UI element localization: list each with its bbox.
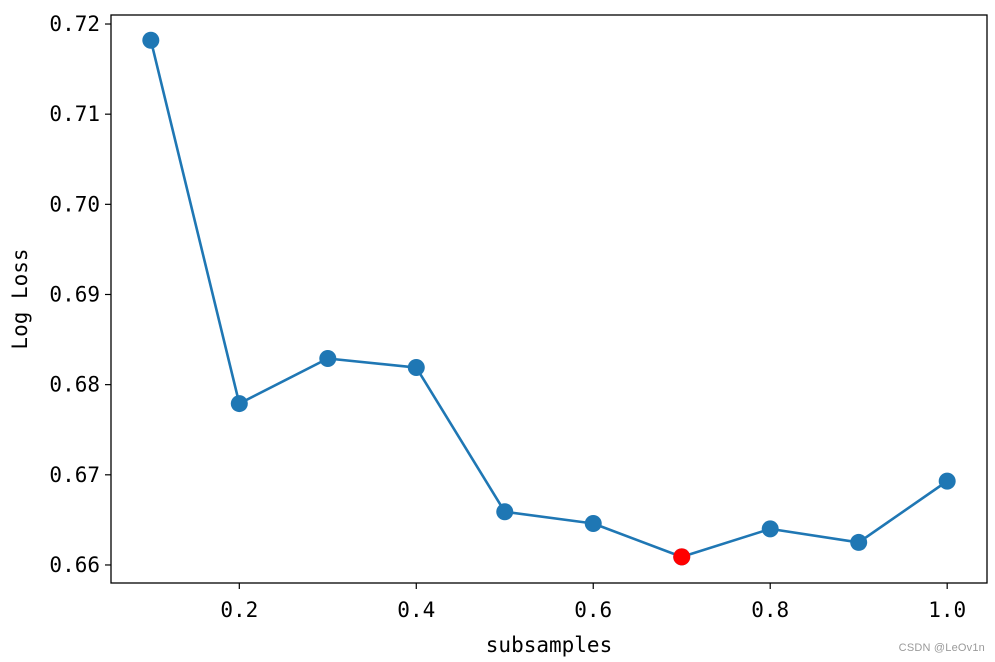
data-point bbox=[319, 350, 337, 368]
plot-area-frame bbox=[110, 14, 988, 584]
y-tick-label: 0.69 bbox=[49, 282, 100, 306]
data-point bbox=[584, 514, 602, 532]
x-axis-label: subsamples bbox=[486, 633, 612, 657]
y-tick-label: 0.71 bbox=[49, 102, 100, 126]
y-tick-label: 0.66 bbox=[49, 553, 100, 577]
series-line bbox=[149, 39, 948, 559]
y-tick-label: 0.70 bbox=[49, 192, 100, 216]
data-point bbox=[850, 533, 868, 551]
x-tick-label: 0.2 bbox=[220, 598, 258, 622]
highlight-point bbox=[673, 548, 691, 566]
x-tick-label: 0.6 bbox=[574, 598, 612, 622]
series-layer bbox=[142, 31, 956, 566]
data-point bbox=[142, 31, 160, 49]
x-tick-label: 1.0 bbox=[928, 598, 966, 622]
data-point bbox=[496, 503, 514, 521]
x-tick-label: 0.4 bbox=[397, 598, 435, 622]
data-point bbox=[230, 395, 248, 413]
x-tick-label: 0.8 bbox=[751, 598, 789, 622]
data-point bbox=[407, 359, 425, 377]
y-axis-ticks: 0.66 0.67 0.68 0.69 0.70 0.71 0.72 bbox=[49, 12, 111, 577]
data-point bbox=[938, 472, 956, 490]
x-axis-ticks: 0.2 0.4 0.6 0.8 1.0 bbox=[220, 583, 966, 622]
y-tick-label: 0.67 bbox=[49, 463, 100, 487]
y-tick-label: 0.68 bbox=[49, 373, 100, 397]
watermark: CSDN @LeOv1n bbox=[898, 642, 985, 654]
y-axis-label: Log Loss bbox=[8, 248, 32, 349]
y-tick-label: 0.72 bbox=[49, 12, 100, 36]
data-point bbox=[761, 520, 779, 538]
